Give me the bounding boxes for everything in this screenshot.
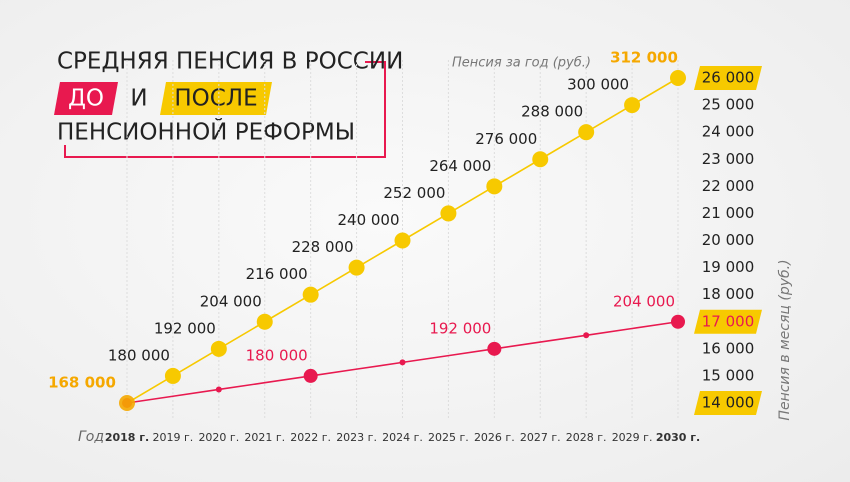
y2-tick-label: 24 000 bbox=[702, 123, 755, 141]
data-label: 264 000 bbox=[429, 157, 491, 175]
point bbox=[303, 368, 318, 383]
tick-highlight bbox=[694, 66, 762, 90]
data-label: 300 000 bbox=[567, 76, 629, 94]
legend-label: ДО bbox=[68, 86, 104, 112]
point bbox=[256, 313, 273, 330]
point bbox=[670, 70, 686, 86]
y2-axis-label: Пенсия в месяц (руб.) bbox=[777, 259, 793, 420]
data-label: 204 000 bbox=[200, 292, 262, 310]
x-tick-label: 2026 г. bbox=[474, 431, 515, 444]
tick-highlight bbox=[694, 391, 762, 415]
data-label: 240 000 bbox=[337, 211, 399, 229]
x-tick-label: 2029 г. bbox=[612, 431, 653, 444]
point bbox=[119, 395, 135, 411]
point bbox=[394, 232, 411, 249]
data-label: 228 000 bbox=[292, 238, 354, 256]
x-tick-label: 2018 г. bbox=[105, 431, 149, 444]
data-label: 216 000 bbox=[246, 265, 308, 283]
x-tick-label: 2020 г. bbox=[198, 431, 239, 444]
point bbox=[215, 386, 222, 393]
y2-tick-label: 21 000 bbox=[702, 204, 755, 222]
point bbox=[348, 259, 365, 276]
point bbox=[440, 205, 457, 222]
y2-tick-label: 15 000 bbox=[702, 366, 755, 384]
y2-tick-label: 16 000 bbox=[702, 339, 755, 357]
data-label: 192 000 bbox=[429, 319, 491, 337]
data-label: 180 000 bbox=[246, 346, 308, 364]
chart-title: СРЕДНЯЯ ПЕНСИЯ В РОССИИ bbox=[57, 49, 403, 75]
point bbox=[486, 178, 503, 195]
y2-tick-label: 23 000 bbox=[702, 150, 755, 168]
y2-tick-label: 22 000 bbox=[702, 177, 755, 195]
point bbox=[399, 359, 406, 366]
legend-swatch bbox=[54, 82, 118, 115]
x-tick-label: 2023 г. bbox=[336, 431, 377, 444]
legend-label: ПОСЛЕ bbox=[174, 86, 257, 112]
point bbox=[487, 341, 502, 356]
title-joiner: И bbox=[130, 86, 147, 112]
point bbox=[164, 367, 181, 384]
x-tick-label: 2022 г. bbox=[290, 431, 331, 444]
x-tick-label: 2024 г. bbox=[382, 431, 423, 444]
data-label: 204 000 bbox=[613, 292, 675, 310]
x-tick-label: 2027 г. bbox=[520, 431, 561, 444]
tick-highlight bbox=[694, 309, 762, 334]
point bbox=[671, 314, 685, 329]
data-label: 180 000 bbox=[108, 346, 170, 364]
y2-tick-label: 20 000 bbox=[702, 231, 755, 249]
chart-subtitle: ПЕНСИОННОЙ РЕФОРМЫ bbox=[57, 118, 355, 146]
x-axis-label: Год bbox=[78, 429, 104, 445]
x-tick-label: 2028 г. bbox=[566, 431, 607, 444]
y-axis-label: Пенсия за год (руб.) bbox=[452, 56, 591, 71]
legend-swatch bbox=[160, 82, 272, 115]
point bbox=[532, 151, 549, 168]
data-label: 276 000 bbox=[475, 130, 537, 148]
x-tick-label: 2030 г. bbox=[656, 431, 700, 444]
title-frame bbox=[64, 61, 386, 158]
point bbox=[578, 124, 595, 141]
data-label: 312 000 bbox=[610, 49, 678, 67]
y2-tick-label: 19 000 bbox=[702, 258, 755, 276]
x-tick-label: 2025 г. bbox=[428, 431, 469, 444]
x-tick-label: 2019 г. bbox=[153, 431, 194, 444]
data-label: 288 000 bbox=[521, 103, 583, 121]
y2-tick-label: 17 000 bbox=[702, 312, 755, 330]
data-label: 252 000 bbox=[383, 184, 445, 202]
y2-tick-label: 25 000 bbox=[702, 96, 755, 114]
data-label: 168 000 bbox=[48, 374, 116, 392]
x-tick-label: 2021 г. bbox=[244, 431, 285, 444]
point bbox=[583, 332, 590, 339]
point bbox=[210, 340, 227, 357]
data-label: 192 000 bbox=[154, 319, 216, 337]
y2-tick-label: 14 000 bbox=[702, 394, 755, 412]
point bbox=[624, 97, 641, 114]
y2-tick-label: 26 000 bbox=[702, 69, 755, 87]
y2-tick-label: 18 000 bbox=[702, 285, 755, 303]
point bbox=[302, 286, 319, 303]
